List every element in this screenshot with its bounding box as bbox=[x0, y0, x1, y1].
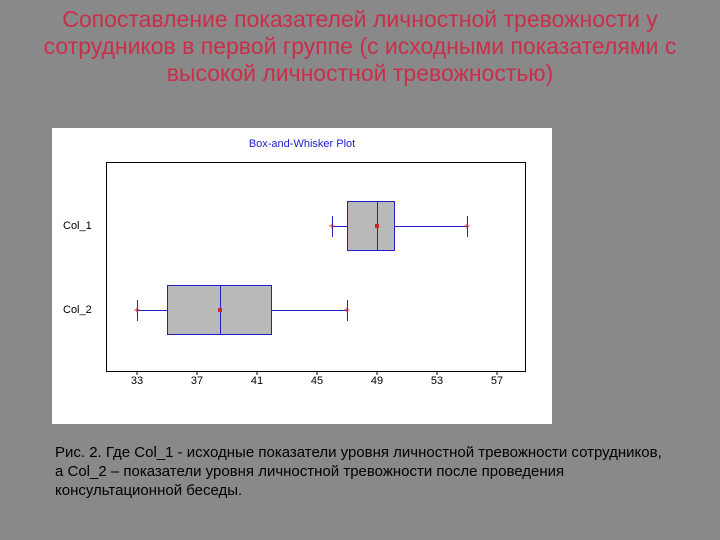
x-tick-label: 33 bbox=[131, 375, 143, 387]
median-marker bbox=[375, 224, 379, 228]
series-label: Col_2 bbox=[63, 304, 92, 316]
series-label: Col_1 bbox=[63, 220, 92, 232]
slide-title: Сопоставление показателей личностной тре… bbox=[40, 6, 680, 87]
x-tick-label: 53 bbox=[431, 375, 443, 387]
max-marker bbox=[465, 224, 470, 229]
x-tick-label: 49 bbox=[371, 375, 383, 387]
chart-frame: Box-and-Whisker Plot 33374145495357Col_1… bbox=[52, 128, 552, 424]
median-marker bbox=[218, 308, 222, 312]
box bbox=[347, 201, 395, 251]
figure-caption: Рис. 2. Где Col_1 - исходные показатели … bbox=[55, 444, 665, 500]
x-tick-label: 41 bbox=[251, 375, 263, 387]
slide: Сопоставление показателей личностной тре… bbox=[0, 0, 720, 540]
boxplot-area: 33374145495357Col_1Col_2 bbox=[106, 162, 526, 372]
whisker-high bbox=[395, 226, 467, 227]
max-marker bbox=[345, 308, 350, 313]
x-tick-label: 37 bbox=[191, 375, 203, 387]
chart-title: Box-and-Whisker Plot bbox=[52, 138, 552, 150]
x-tick-label: 45 bbox=[311, 375, 323, 387]
whisker-high bbox=[272, 310, 347, 311]
whisker-low bbox=[137, 310, 167, 311]
min-marker bbox=[135, 308, 140, 313]
x-tick-label: 57 bbox=[491, 375, 503, 387]
min-marker bbox=[330, 224, 335, 229]
